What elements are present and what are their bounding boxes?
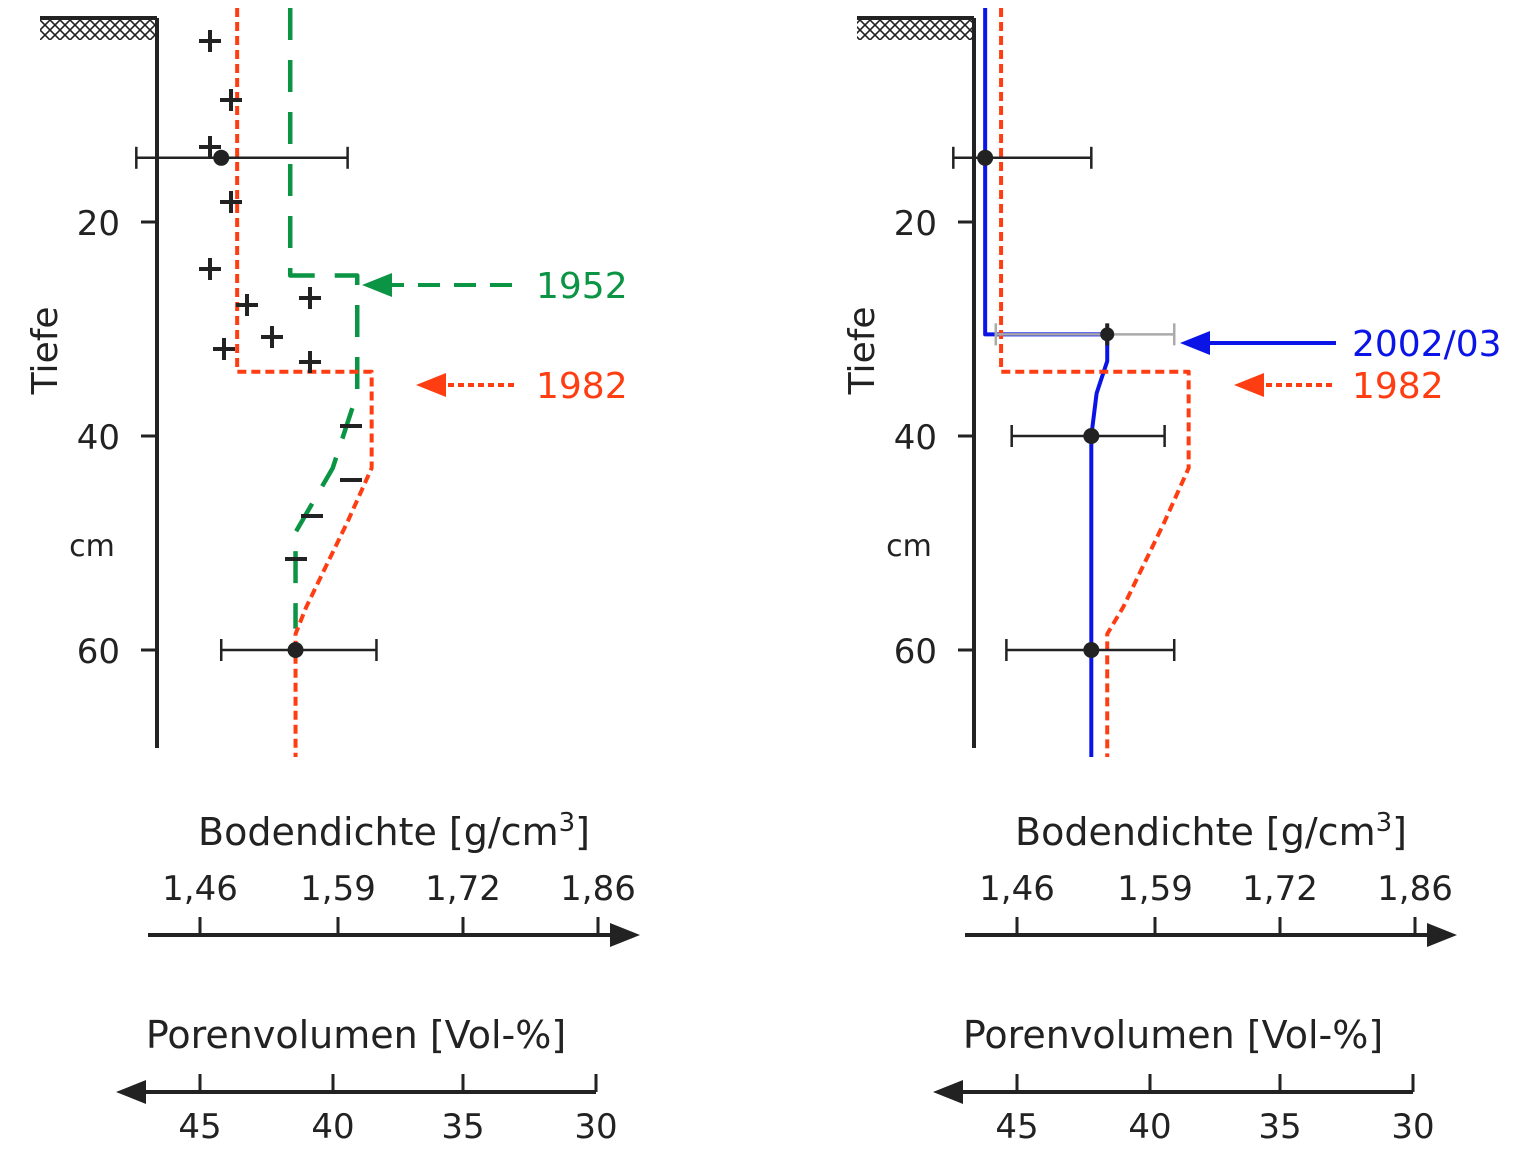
label-1982: 1982 [536,366,628,407]
measurement-point [213,149,230,166]
pore-tick-label: 30 [1391,1107,1434,1147]
depth-tick-label: 40 [77,418,120,458]
density-tick-label: 1,72 [425,869,501,909]
pore-axis-label: Porenvolumen [Vol-%] [963,1013,1383,1057]
density-axis-label-main: Bodendichte [g/cm [1015,810,1376,854]
depth-unit-label: cm [69,529,115,564]
measurement-point [287,642,304,658]
density-tick-label: 1,86 [1377,869,1453,909]
depth-tick-label: 20 [894,204,937,244]
pore-tick-label: 40 [311,1107,354,1147]
arrow-1982-right-head [1234,373,1264,397]
density-tick-label: 1,72 [1242,869,1318,909]
arrow-1982-head [416,373,446,397]
measurement-point [977,149,994,166]
depth-tick-label: 20 [77,204,120,244]
label-1952: 1952 [536,266,628,307]
series-line-1982 [999,8,1191,757]
density-axis-arrowhead [1427,923,1457,947]
depth-tick-label: 60 [894,632,937,672]
pore-tick-label: 30 [574,1107,617,1147]
measurement-point [1083,428,1100,444]
pore-axis-arrowhead [116,1080,146,1104]
density-axis-label-main: Bodendichte [g/cm [198,810,559,854]
arrow-2002-head [1180,331,1210,355]
pore-axis-label: Porenvolumen [Vol-%] [146,1013,566,1057]
pore-tick-label: 35 [1258,1107,1301,1147]
depth-axis-label: Tiefe [25,306,66,395]
density-axis-label-end: ] [1392,810,1407,854]
measurement-point [1083,642,1100,658]
density-axis-label: Bodendichte [g/cm3] [198,808,590,854]
pore-axis-arrowhead [933,1080,963,1104]
density-axis-label: Bodendichte [g/cm3] [1015,808,1407,854]
density-axis-arrowhead [610,923,640,947]
ground-surface-hatch [857,18,974,40]
density-tick-label: 1,46 [979,869,1055,909]
density-tick-label: 1,59 [1117,869,1193,909]
ground-surface-hatch [40,18,157,40]
density-axis-label-sup: 3 [559,808,576,838]
pore-tick-label: 35 [441,1107,484,1147]
density-axis-label-sup: 3 [1376,808,1393,838]
label-1982-right: 1982 [1352,366,1444,407]
density-tick-label: 1,86 [560,869,636,909]
series-line-1982 [235,8,374,757]
density-axis-label-end: ] [575,810,590,854]
depth-tick-label: 40 [894,418,937,458]
density-tick-label: 1,46 [162,869,238,909]
density-tick-label: 1,59 [300,869,376,909]
pore-tick-label: 45 [178,1107,221,1147]
depth-unit-label: cm [886,529,932,564]
depth-tick-label: 60 [77,632,120,672]
depth-axis-label: Tiefe [842,306,883,395]
series-line-1952 [287,8,360,629]
arrow-1952-head [362,273,392,297]
pore-tick-label: 45 [995,1107,1038,1147]
pore-tick-label: 40 [1128,1107,1171,1147]
label-2002-03: 2002/03 [1352,324,1502,365]
